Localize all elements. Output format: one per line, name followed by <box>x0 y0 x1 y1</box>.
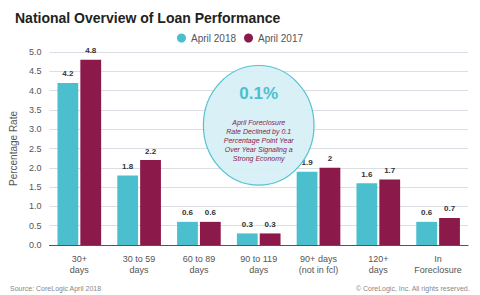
svg-text:April 2018: April 2018 <box>191 33 236 44</box>
svg-text:days: days <box>130 265 150 275</box>
svg-text:0.5: 0.5 <box>29 221 42 231</box>
svg-text:In: In <box>434 254 442 264</box>
svg-text:Foreclosure: Foreclosure <box>414 265 462 275</box>
svg-text:2.5: 2.5 <box>29 144 42 154</box>
svg-text:4.8: 4.8 <box>85 46 97 55</box>
svg-text:Percentage Point Year: Percentage Point Year <box>224 137 295 145</box>
svg-text:4.2: 4.2 <box>62 69 74 78</box>
svg-text:© CoreLogic, Inc. All rights r: © CoreLogic, Inc. All rights reserved. <box>356 285 470 293</box>
svg-text:2.0: 2.0 <box>29 163 42 173</box>
svg-text:(not in fcl): (not in fcl) <box>299 265 339 275</box>
svg-text:1.0: 1.0 <box>29 201 42 211</box>
svg-text:2: 2 <box>328 154 333 163</box>
svg-text:Source: CoreLogic April 2018: Source: CoreLogic April 2018 <box>10 285 101 293</box>
svg-text:days: days <box>70 265 90 275</box>
svg-text:120+: 120+ <box>368 254 388 264</box>
svg-text:90 to 119: 90 to 119 <box>240 254 277 264</box>
svg-text:2.2: 2.2 <box>145 147 157 156</box>
svg-text:3.0: 3.0 <box>29 124 42 134</box>
svg-text:Percentage Rate: Percentage Rate <box>8 111 19 186</box>
svg-text:0.3: 0.3 <box>265 220 277 229</box>
svg-text:30 to 59: 30 to 59 <box>123 254 156 264</box>
svg-text:days: days <box>249 265 269 275</box>
svg-text:days: days <box>189 265 209 275</box>
svg-text:5.0: 5.0 <box>29 47 42 57</box>
svg-text:1.9: 1.9 <box>301 158 313 168</box>
svg-text:0.6: 0.6 <box>205 208 217 217</box>
svg-text:1.8: 1.8 <box>122 162 134 171</box>
svg-text:0.3: 0.3 <box>242 220 254 229</box>
svg-text:0.1%: 0.1% <box>239 84 278 103</box>
svg-text:60 to 89: 60 to 89 <box>183 254 216 264</box>
svg-text:0.6: 0.6 <box>182 208 194 217</box>
svg-text:0.6: 0.6 <box>421 208 433 217</box>
svg-text:days: days <box>369 265 389 275</box>
svg-text:3.5: 3.5 <box>29 105 42 115</box>
svg-text:Strong Economy: Strong Economy <box>233 155 285 163</box>
svg-text:90+ days: 90+ days <box>300 254 337 264</box>
svg-text:April Foreclosure: April Foreclosure <box>231 119 285 127</box>
svg-text:Over Year Signaling a: Over Year Signaling a <box>225 146 293 154</box>
svg-text:1.6: 1.6 <box>361 170 373 179</box>
svg-text:National Overview of Loan Perf: National Overview of Loan Performance <box>15 10 281 26</box>
svg-text:April 2017: April 2017 <box>258 33 303 44</box>
svg-text:0.0: 0.0 <box>29 240 42 250</box>
svg-text:4.5: 4.5 <box>29 66 42 76</box>
svg-text:4.0: 4.0 <box>29 86 42 96</box>
svg-text:Rate Declined by 0.1: Rate Declined by 0.1 <box>226 128 291 136</box>
svg-text:1.5: 1.5 <box>29 182 42 192</box>
svg-text:0.7: 0.7 <box>444 204 456 213</box>
svg-text:1.7: 1.7 <box>384 166 396 175</box>
svg-text:30+: 30+ <box>72 254 87 264</box>
